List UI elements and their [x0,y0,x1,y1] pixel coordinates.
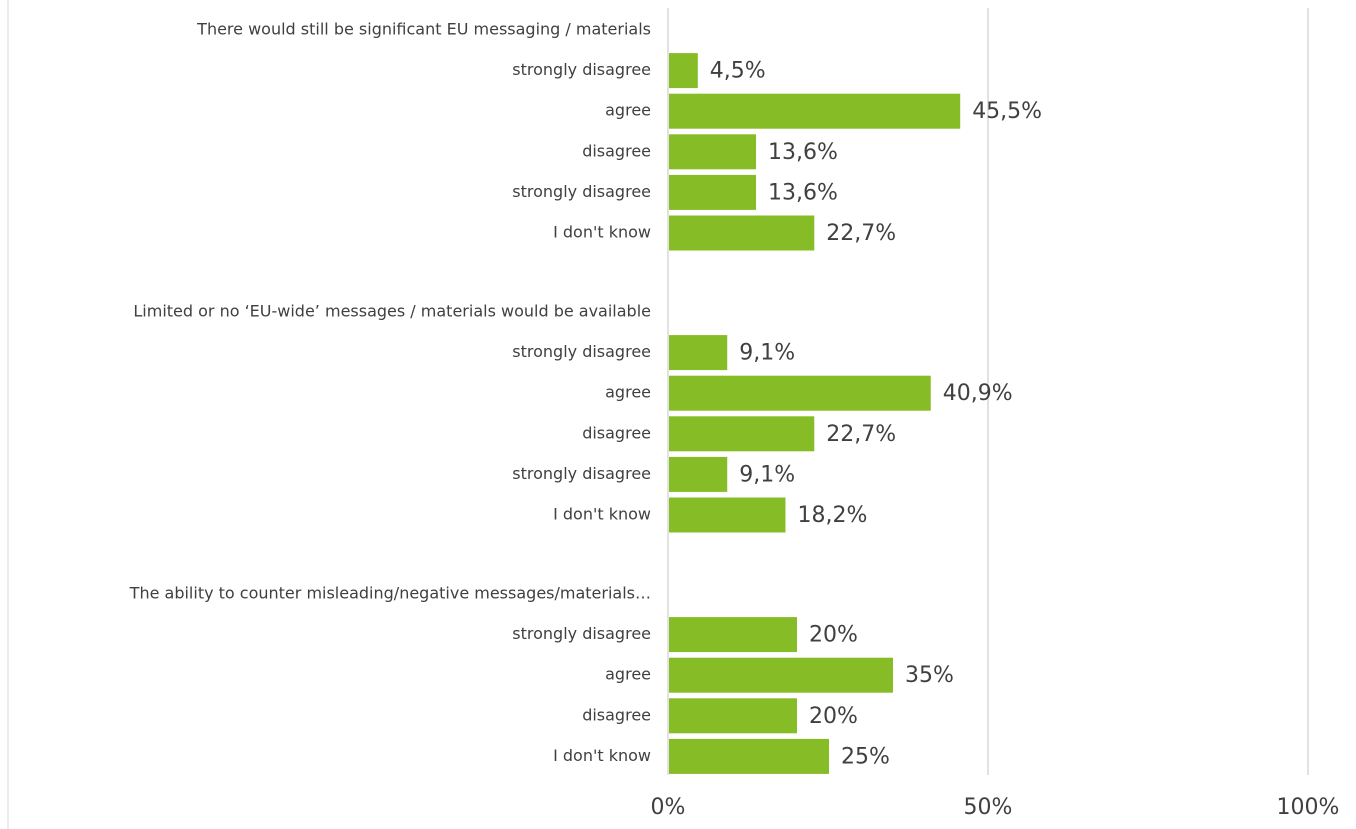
group-title: Limited or no ‘EU-wide’ messages / mater… [133,302,651,321]
group-title: There would still be significant EU mess… [196,20,651,39]
data-label: 35% [905,663,954,688]
bar [669,617,797,653]
category-label: agree [605,101,651,120]
data-label: 20% [809,704,858,729]
category-label: strongly disagree [512,624,651,643]
data-label: 18,2% [797,503,867,528]
bar [669,215,815,251]
x-axis-ticks: 0% 50% 100% [651,795,1340,820]
bars [669,53,961,774]
bar [669,134,757,170]
bar [669,93,961,129]
bar [669,53,698,89]
category-label: strongly disagree [512,60,651,79]
data-label: 45,5% [972,99,1042,124]
category-label: strongly disagree [512,182,651,201]
bar [669,375,931,411]
bar [669,698,797,734]
data-label: 13,6% [768,180,838,205]
bar [669,497,786,533]
x-tick-label: 0% [651,795,686,820]
gridlines [667,8,1309,775]
x-tick-label: 50% [964,795,1013,820]
bar [669,416,815,452]
data-label: 25% [841,744,890,769]
data-label: 9,1% [739,341,795,366]
data-label: 9,1% [739,462,795,487]
data-label: 40,9% [943,381,1013,406]
category-label: agree [605,383,651,402]
group-title: The ability to counter misleading/negati… [129,584,651,603]
category-label: disagree [582,705,651,724]
category-label: I don't know [553,223,651,242]
data-label: 20% [809,623,858,648]
category-label: disagree [582,141,651,160]
category-label: strongly disagree [512,342,651,361]
category-label: disagree [582,423,651,442]
data-label: 22,7% [826,221,896,246]
bar [669,335,728,371]
bar [669,657,893,693]
bar [669,738,829,774]
labels: There would still be significant EU mess… [129,20,1042,770]
data-label: 22,7% [826,422,896,447]
bar [669,174,757,210]
category-label: I don't know [553,505,651,524]
data-label: 13,6% [768,140,838,165]
x-tick-label: 100% [1277,795,1340,820]
data-label: 4,5% [710,59,766,84]
category-label: agree [605,665,651,684]
category-label: strongly disagree [512,464,651,483]
category-label: I don't know [553,746,651,765]
bar [669,456,728,492]
